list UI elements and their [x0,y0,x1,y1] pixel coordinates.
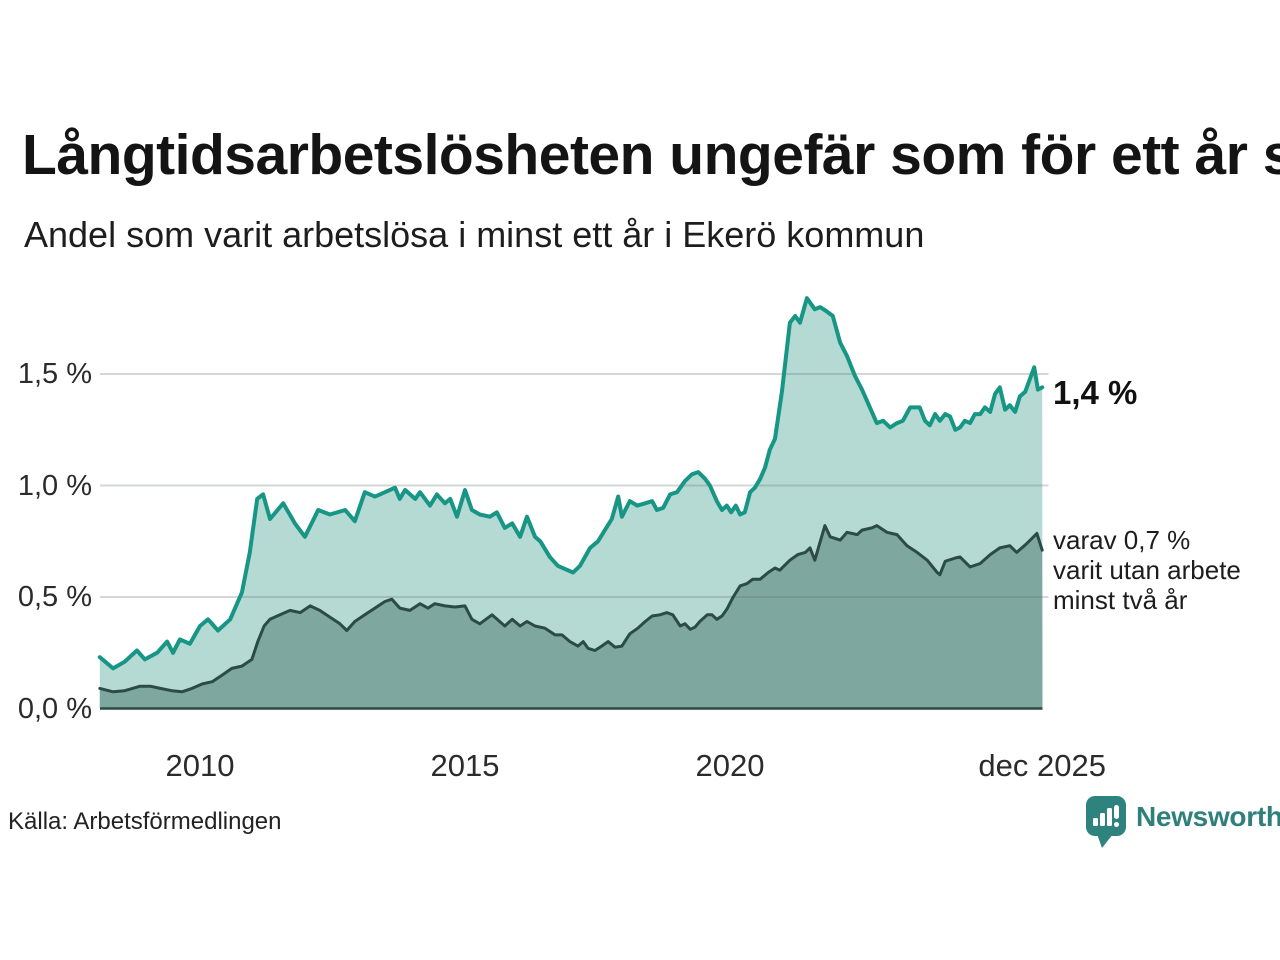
chart-subtitle: Andel som varit arbetslösa i minst ett å… [24,214,925,255]
annotation-line-2: varit utan arbete [1053,555,1241,585]
source-caption: Källa: Arbetsförmedlingen [8,808,282,835]
x-axis-tick-label: 2015 [430,748,500,783]
y-axis-tick-label: 1,5 % [17,358,92,390]
x-axis-tick-label: 2020 [695,748,765,783]
page-title: Långtidsarbetslösheten ungefär som för e… [22,123,1280,187]
brand-name: Newsworthy [1136,801,1280,832]
y-axis-tick-label: 1,0 % [17,469,92,502]
y-axis-tick-label: 0,0 % [17,692,92,725]
secondary-series-annotation: varav 0,7 % varit utan arbete minst två … [1053,525,1241,615]
y-axis-tick-label: 0,5 % [17,581,92,613]
annotation-line-1: varav 0,7 % [1053,525,1191,555]
series-line-0 [97,296,1045,671]
brand-logo: Newsworthy [1085,795,1280,854]
latest-value-annotation: 1,4 % [1053,374,1138,411]
series-area-1 [99,525,1043,709]
x-axis-tick-label: 2010 [165,748,235,783]
x-axis-tick-label: dec 2025 [978,748,1106,783]
series-line-1 [98,524,1044,694]
newsworthy-logo-icon [1085,795,1127,854]
annotation-line-3: minst två år [1053,585,1188,615]
